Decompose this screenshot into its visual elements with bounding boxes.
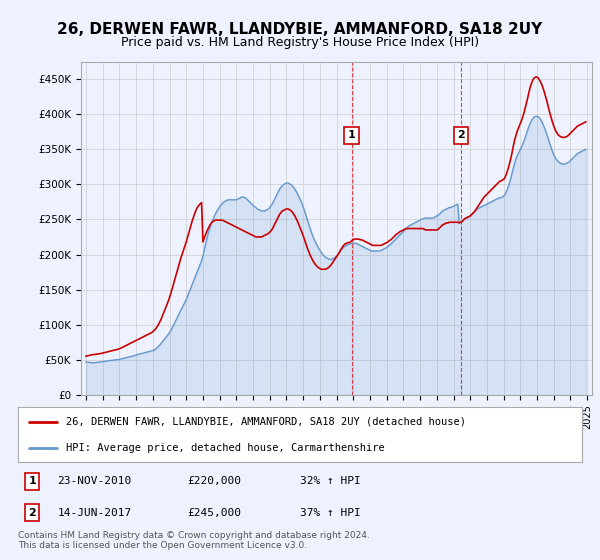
Text: Price paid vs. HM Land Registry's House Price Index (HPI): Price paid vs. HM Land Registry's House …: [121, 36, 479, 49]
Text: 26, DERWEN FAWR, LLANDYBIE, AMMANFORD, SA18 2UY (detached house): 26, DERWEN FAWR, LLANDYBIE, AMMANFORD, S…: [66, 417, 466, 427]
Text: Contains HM Land Registry data © Crown copyright and database right 2024.
This d: Contains HM Land Registry data © Crown c…: [18, 531, 370, 550]
Text: 2: 2: [457, 130, 465, 140]
Text: 26, DERWEN FAWR, LLANDYBIE, AMMANFORD, SA18 2UY: 26, DERWEN FAWR, LLANDYBIE, AMMANFORD, S…: [58, 22, 542, 38]
Text: £245,000: £245,000: [187, 507, 241, 517]
Text: 37% ↑ HPI: 37% ↑ HPI: [300, 507, 361, 517]
Text: 14-JUN-2017: 14-JUN-2017: [58, 507, 132, 517]
Text: 23-NOV-2010: 23-NOV-2010: [58, 476, 132, 486]
Text: HPI: Average price, detached house, Carmarthenshire: HPI: Average price, detached house, Carm…: [66, 444, 385, 453]
Text: 1: 1: [28, 476, 36, 486]
Text: 32% ↑ HPI: 32% ↑ HPI: [300, 476, 361, 486]
Text: £220,000: £220,000: [187, 476, 241, 486]
Text: 2: 2: [28, 507, 36, 517]
Text: 1: 1: [348, 130, 356, 140]
